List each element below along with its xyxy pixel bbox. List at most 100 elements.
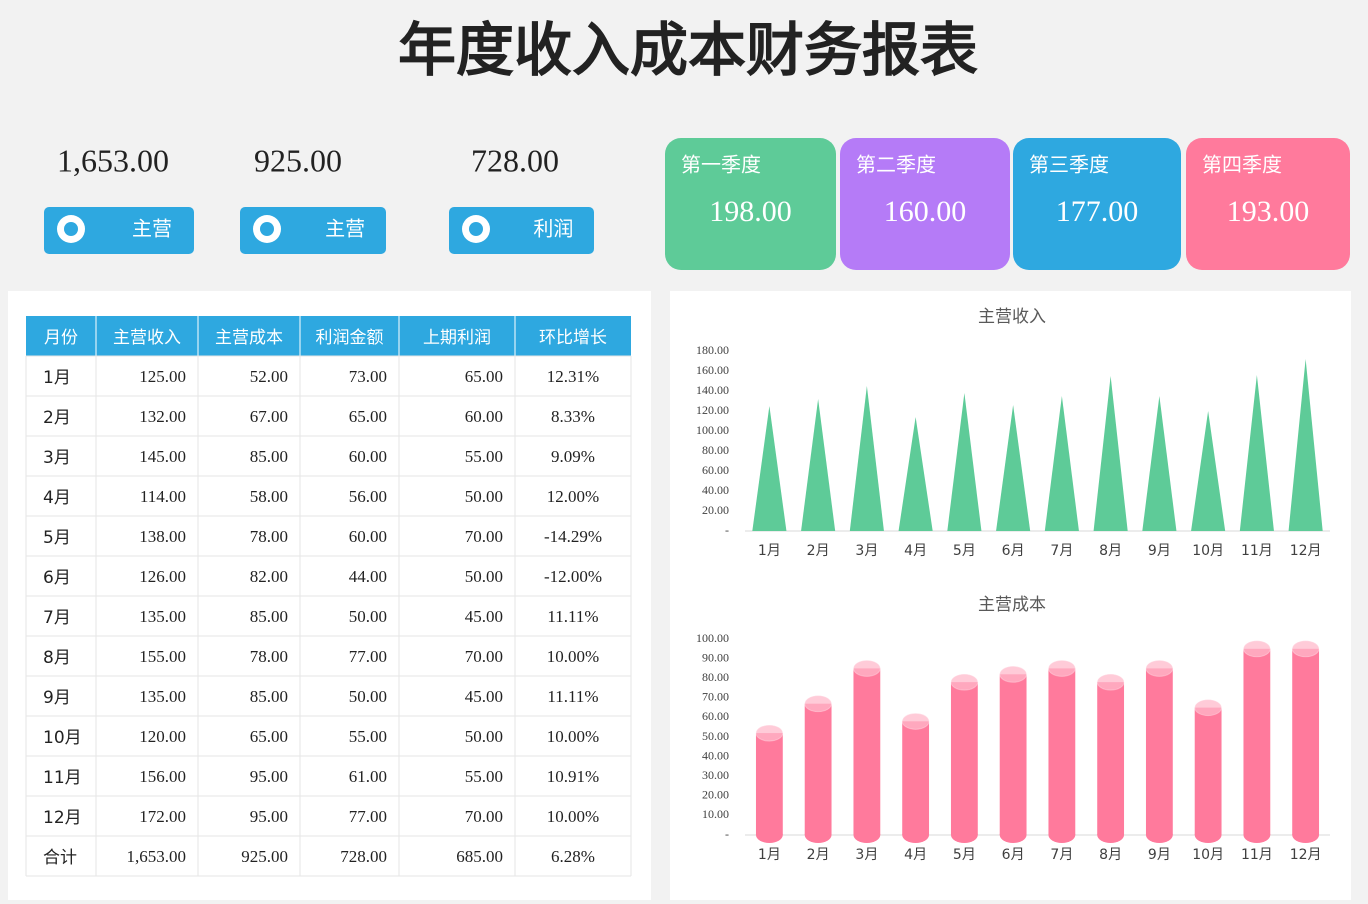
- y-tick-label: 60.00: [702, 463, 729, 477]
- bar: [1191, 411, 1226, 531]
- bar: [1142, 396, 1177, 531]
- y-tick-label: 80.00: [702, 670, 729, 684]
- x-tick-label: 12月: [1290, 847, 1322, 863]
- x-tick-label: 6月: [1002, 847, 1025, 863]
- bar-top-shade: [804, 695, 832, 712]
- y-tick-label: 160.00: [696, 363, 729, 377]
- table-cell: 10.91%: [547, 767, 599, 786]
- kpi-value: 925.00: [254, 142, 342, 178]
- bar: [1145, 668, 1173, 835]
- x-tick-label: 9月: [1148, 543, 1171, 559]
- table-cell: 6月: [43, 568, 71, 588]
- table-cell: 55.00: [465, 447, 503, 466]
- y-tick-label: -: [725, 523, 729, 537]
- table-cell: 50.00: [349, 687, 387, 706]
- table-cell: 4月: [43, 488, 71, 508]
- y-tick-label: 40.00: [702, 748, 729, 762]
- table-cell: 10.00%: [547, 727, 599, 746]
- table-cell: 58.00: [250, 487, 288, 506]
- x-tick-label: 8月: [1099, 847, 1122, 863]
- table-cell: 120.00: [139, 727, 186, 746]
- table-cell: -12.00%: [544, 567, 602, 586]
- table-cell: 65.00: [465, 367, 503, 386]
- quarter-card: [1013, 138, 1181, 270]
- table-header-cell: 上期利润: [423, 328, 491, 348]
- table-cell: 11月: [43, 768, 82, 788]
- table-cell: 5月: [43, 528, 71, 548]
- bar-top: [1047, 659, 1076, 677]
- table-cell: 6.28%: [551, 847, 595, 866]
- kpi-icon-inner: [469, 222, 483, 236]
- table-cell: 50.00: [465, 567, 503, 586]
- table-cell: 50.00: [349, 607, 387, 626]
- table-cell: 125.00: [139, 367, 186, 386]
- table-cell: 73.00: [349, 367, 387, 386]
- table-cell: 685.00: [456, 847, 503, 866]
- bar: [1194, 707, 1222, 835]
- bar: [1048, 668, 1076, 835]
- table-cell: 55.00: [349, 727, 387, 746]
- bar-top: [950, 673, 979, 691]
- y-tick-label: 180.00: [696, 343, 729, 357]
- bar: [804, 703, 832, 835]
- y-tick-label: -: [725, 827, 729, 841]
- bar: [755, 733, 783, 835]
- kpi-label: 主营: [325, 217, 365, 241]
- table-cell: 52.00: [250, 367, 288, 386]
- table-cell: 12.31%: [547, 367, 599, 386]
- bar: [801, 399, 836, 531]
- quarter-card: [665, 138, 836, 270]
- bar: [1097, 682, 1125, 835]
- table-cell: 7月: [43, 608, 71, 628]
- bar-top-shade: [853, 660, 881, 677]
- x-tick-label: 3月: [855, 543, 878, 559]
- x-tick-label: 10月: [1192, 847, 1224, 863]
- quarter-label: 第一季度: [681, 153, 761, 177]
- table-cell: 11.11%: [547, 687, 598, 706]
- bar-top: [1194, 699, 1223, 717]
- bar: [752, 406, 787, 531]
- x-tick-label: 1月: [758, 847, 781, 863]
- table-cell: 82.00: [250, 567, 288, 586]
- table-cell: 55.00: [465, 767, 503, 786]
- table-cell: 12.00%: [547, 487, 599, 506]
- kpi-icon-inner: [64, 222, 78, 236]
- table-cell: 1,653.00: [127, 847, 187, 866]
- y-tick-label: 100.00: [696, 423, 729, 437]
- table-header-cell: 主营收入: [113, 328, 181, 348]
- x-tick-label: 2月: [807, 847, 830, 863]
- kpi-label: 利润: [533, 217, 573, 241]
- table-cell: 85.00: [250, 607, 288, 626]
- table-cell: 78.00: [250, 647, 288, 666]
- quarter-value: 177.00: [1056, 195, 1139, 228]
- bar-top: [1291, 640, 1320, 658]
- y-tick-label: 120.00: [696, 403, 729, 417]
- x-tick-label: 11月: [1241, 847, 1273, 863]
- table-cell: 135.00: [139, 687, 186, 706]
- bar: [947, 393, 982, 531]
- bar: [1292, 648, 1320, 835]
- bar-top-shade: [1243, 640, 1271, 657]
- table-cell: 45.00: [465, 607, 503, 626]
- table-cell: 728.00: [340, 847, 387, 866]
- x-tick-label: 8月: [1099, 543, 1122, 559]
- table-cell: 10.00%: [547, 647, 599, 666]
- chart-title: 主营成本: [978, 595, 1046, 615]
- table-cell: 10月: [43, 728, 82, 748]
- y-tick-label: 30.00: [702, 768, 729, 782]
- x-tick-label: 11月: [1241, 543, 1273, 559]
- y-tick-label: 80.00: [702, 443, 729, 457]
- bar-top-shade: [1145, 660, 1173, 677]
- y-tick-label: 70.00: [702, 690, 729, 704]
- quarter-label: 第四季度: [1202, 153, 1282, 177]
- x-tick-label: 7月: [1050, 847, 1073, 863]
- table-cell: 77.00: [349, 647, 387, 666]
- quarter-card: [1186, 138, 1350, 270]
- table-cell: 10.00%: [547, 807, 599, 826]
- bar: [1093, 376, 1128, 531]
- bar: [898, 417, 933, 531]
- y-tick-label: 10.00: [702, 807, 729, 821]
- bar-top: [901, 712, 930, 730]
